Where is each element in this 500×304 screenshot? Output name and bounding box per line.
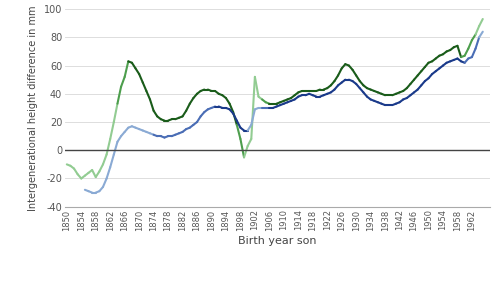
Legend: Raw conscription data, Adult height estimate: Raw conscription data, Adult height esti…: [119, 302, 436, 304]
X-axis label: Birth year son: Birth year son: [238, 237, 317, 247]
Y-axis label: Intergenerational height difference in mm: Intergenerational height difference in m…: [28, 5, 38, 211]
